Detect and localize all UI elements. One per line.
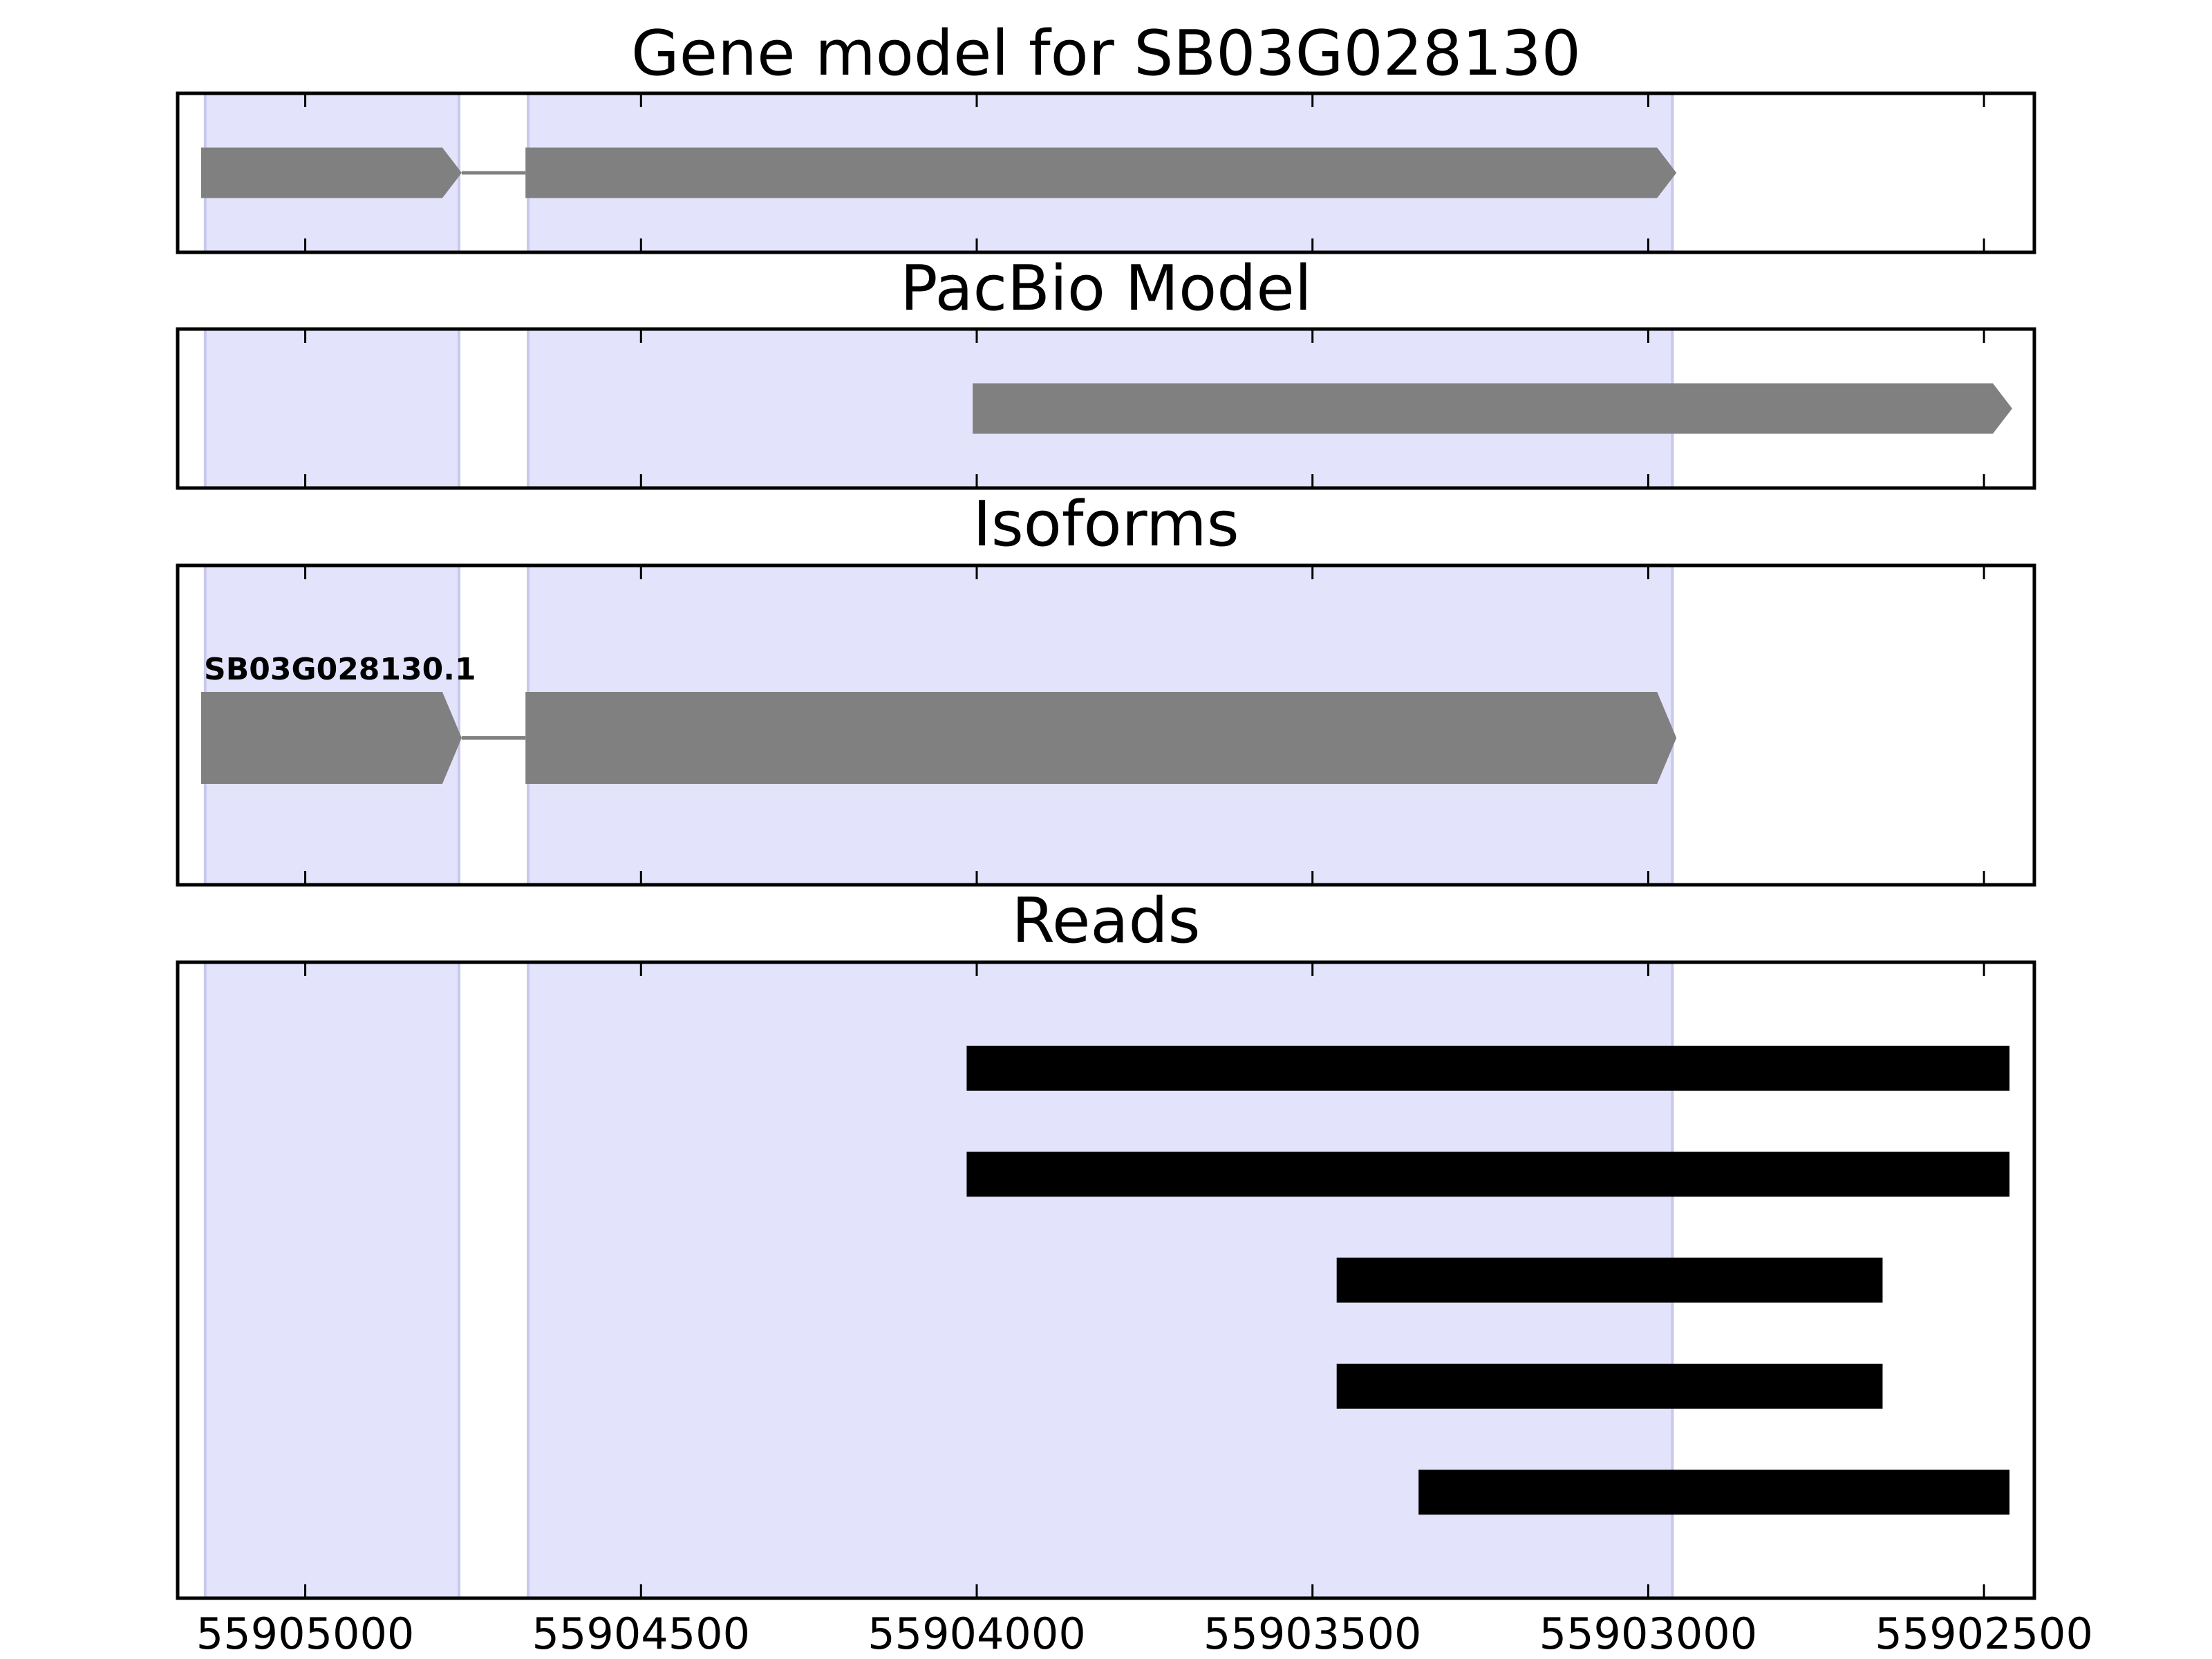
panel-frame bbox=[176, 91, 2036, 254]
exon bbox=[201, 147, 462, 198]
x-tick-label: 55905000 bbox=[196, 1609, 415, 1659]
exon bbox=[525, 691, 1677, 784]
panel-frame bbox=[176, 960, 2036, 1600]
panel-title: PacBio Model bbox=[900, 252, 1312, 325]
read bbox=[1418, 1470, 2010, 1515]
x-tick-label: 55902500 bbox=[1875, 1609, 2093, 1659]
panel-frame bbox=[176, 327, 2036, 490]
x-tick-label: 55903000 bbox=[1539, 1609, 1758, 1659]
panel-frame bbox=[176, 563, 2036, 887]
panel-title: Isoforms bbox=[973, 488, 1239, 561]
x-tick-label: 55904000 bbox=[868, 1609, 1086, 1659]
exon bbox=[525, 147, 1677, 198]
exon bbox=[973, 383, 2012, 434]
read bbox=[966, 1152, 2010, 1197]
read bbox=[1336, 1257, 1883, 1303]
isoform-label: SB03G028130.1 bbox=[204, 652, 476, 687]
x-tick-label: 55904500 bbox=[532, 1609, 750, 1659]
highlight bbox=[203, 961, 461, 1600]
read bbox=[1336, 1363, 1883, 1409]
x-tick-label: 55903500 bbox=[1203, 1609, 1422, 1659]
read bbox=[966, 1045, 2010, 1091]
highlight bbox=[203, 328, 461, 489]
exon bbox=[201, 691, 462, 784]
panel-title: Gene model for SB03G028130 bbox=[631, 17, 1581, 90]
panel-title: Reads bbox=[1011, 885, 1200, 957]
